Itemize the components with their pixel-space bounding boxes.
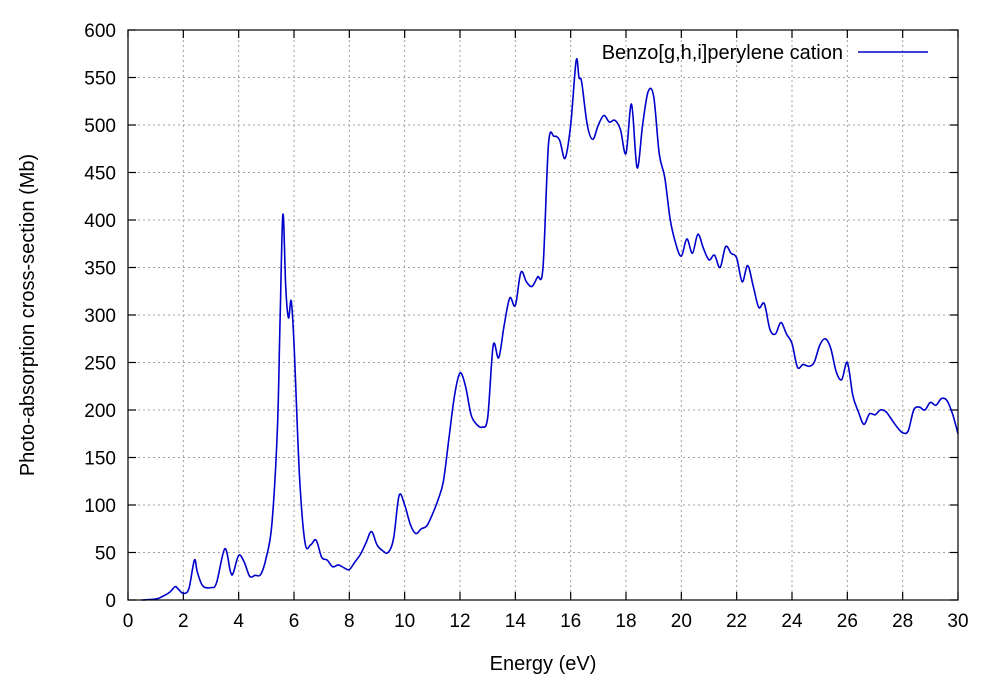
x-axis-label: Energy (eV) <box>490 653 597 675</box>
y-tick-label: 600 <box>84 21 116 42</box>
x-tick-label: 26 <box>837 611 858 632</box>
y-tick-label: 250 <box>84 354 116 375</box>
y-axis-label: Photo-absorption cross-section (Mb) <box>17 154 39 476</box>
x-tick-label: 8 <box>344 611 355 632</box>
x-tick-label: 16 <box>560 611 581 632</box>
x-tick-label: 22 <box>726 611 747 632</box>
x-tick-label: 12 <box>449 611 470 632</box>
y-tick-label: 0 <box>105 591 116 612</box>
y-tick-label: 300 <box>84 306 116 327</box>
x-tick-label: 4 <box>233 611 244 632</box>
grid-lines <box>128 30 958 600</box>
x-tick-label: 2 <box>178 611 189 632</box>
y-tick-label: 400 <box>84 211 116 232</box>
x-tick-label: 6 <box>289 611 300 632</box>
y-tick-label: 550 <box>84 69 116 90</box>
x-tick-label: 0 <box>123 611 134 632</box>
x-tick-label: 10 <box>394 611 415 632</box>
x-tick-label: 18 <box>615 611 636 632</box>
y-tick-label: 200 <box>84 401 116 422</box>
y-tick-label: 450 <box>84 164 116 185</box>
y-tick-label: 350 <box>84 259 116 280</box>
x-tick-label: 20 <box>671 611 692 632</box>
legend: Benzo[g,h,i]perylene cation <box>602 42 928 64</box>
y-ticks: 0 50 100 150 200 250 300 350 400 450 500 550 600 <box>84 21 958 612</box>
plot-frame <box>127 29 959 601</box>
y-tick-label: 150 <box>84 449 116 470</box>
x-ticks: 0 2 4 6 8 10 12 14 16 18 20 22 24 26 28 30 <box>123 30 969 632</box>
x-tick-label: 30 <box>947 611 968 632</box>
x-tick-label: 28 <box>892 611 913 632</box>
x-tick-label: 14 <box>505 611 527 632</box>
x-tick-label: 24 <box>781 611 803 632</box>
y-tick-label: 50 <box>95 544 116 565</box>
y-tick-label: 500 <box>84 116 116 137</box>
y-tick-label: 100 <box>84 496 116 517</box>
legend-entry-label: Benzo[g,h,i]perylene cation <box>602 42 843 64</box>
series-line-benzoperylene-cation <box>141 57 959 601</box>
